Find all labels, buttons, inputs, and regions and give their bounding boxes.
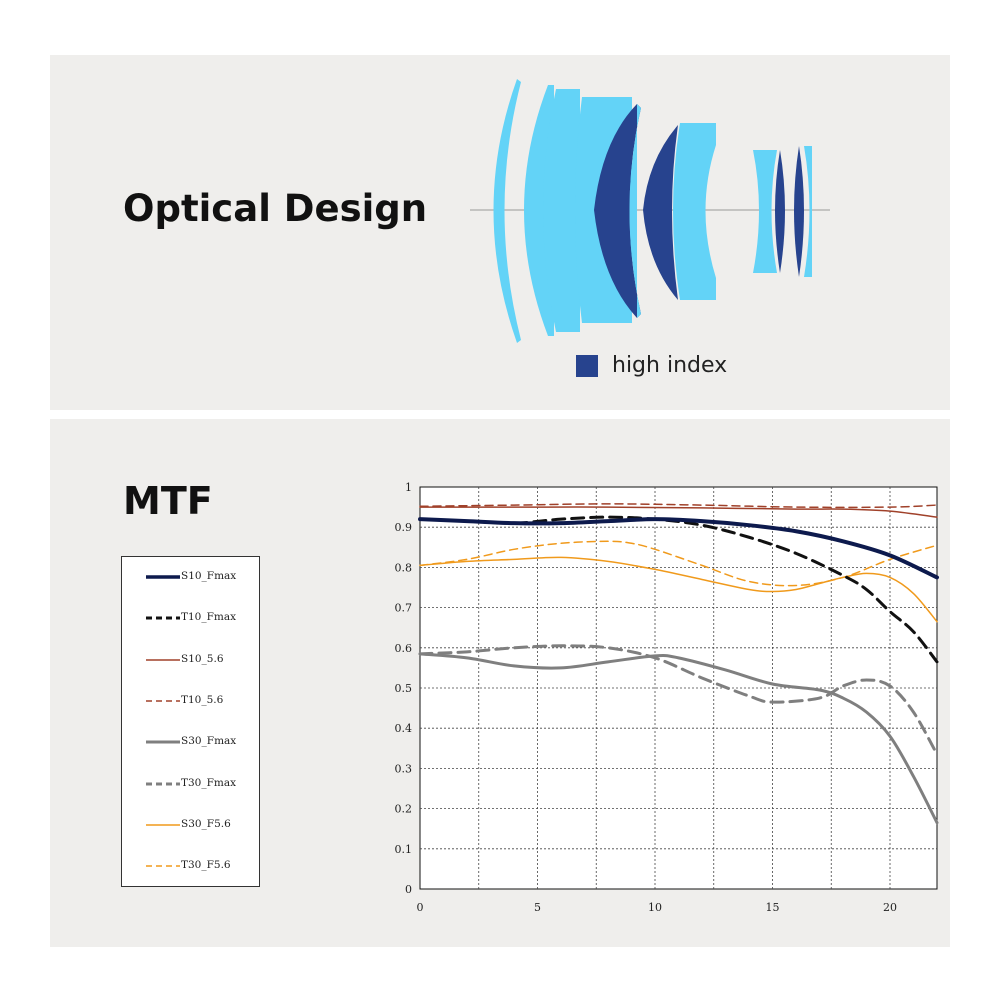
y-tick-label: 0.2 [395,803,413,816]
lens-element-9-high-index [775,150,785,273]
legend-item: S10_5.6 [122,650,261,670]
legend-label: S30_F5.6 [181,817,231,830]
lens-element-7 [673,123,716,300]
y-tick-label: 0.9 [395,521,413,534]
lens-element-3 [543,89,580,332]
plot-area [419,486,938,890]
y-tick-label: 0.1 [395,843,413,856]
legend-item: S10_Fmax [122,567,261,587]
legend-swatch [146,700,180,702]
legend-swatch [146,865,180,867]
legend-swatch [146,658,180,661]
high-index-legend: high index [576,353,727,378]
series-line-t30-f5-6 [419,540,938,587]
legend-swatch [146,782,180,785]
legend-swatch [146,824,180,826]
legend-item: S30_Fmax [122,732,261,752]
y-tick-label: 0.4 [395,722,413,735]
x-tick-label: 5 [534,901,541,914]
y-tick-label: 0 [405,883,412,896]
series-line-t30-fmax [418,644,939,756]
legend-label: S30_Fmax [181,735,237,748]
y-tick-label: 0.5 [395,682,413,695]
legend-label: T10_5.6 [181,693,224,706]
series-line-t10-5-6 [419,503,938,509]
series-line-s10-fmax [418,517,939,580]
mtf-panel: MTF S10_Fmax T10_Fmax S10_5.6 T10_5.6 S30_Fm… [50,419,950,947]
lens-element-8 [753,150,777,273]
mtf-legend: S10_Fmax T10_Fmax S10_5.6 T10_5.6 S30_Fmax T3… [121,556,260,887]
legend-swatch [146,740,180,744]
x-tick-label: 20 [883,901,897,914]
mtf-title: MTF [123,479,213,523]
high-index-swatch [576,354,598,377]
mtf-chart: 00.10.20.30.40.50.60.70.80.910 5 10 15 20 [395,481,939,914]
legend-label: S10_5.6 [181,652,224,665]
y-tick-label: 0.8 [395,561,413,574]
legend-label: T30_Fmax [181,776,237,789]
series-line-s30-fmax [418,652,939,825]
legend-item: T30_Fmax [122,774,261,794]
high-index-label: high index [612,353,728,378]
y-tick-label: 0.3 [395,762,413,775]
legend-item: T30_F5.6 [122,856,261,876]
x-tick-label: 15 [766,901,780,914]
lens-element-11 [804,146,812,277]
x-tick-label: 10 [648,901,662,914]
optical-design-panel: Optical Design high index [50,55,950,410]
legend-item: S30_F5.6 [122,815,261,835]
legend-label: T10_Fmax [181,611,237,624]
y-tick-label: 0.6 [395,642,413,655]
legend-swatch [146,616,180,620]
lens-element-6-high-index [643,125,678,300]
legend-swatch [146,575,180,579]
x-tick-label: 0 [417,901,424,914]
legend-item: T10_5.6 [122,691,261,711]
lens-element-1 [493,79,521,343]
lens-element-10-high-index [794,146,804,277]
legend-label: T30_F5.6 [181,859,231,872]
lens-element-5-high-index [594,104,641,318]
optical-design-title: Optical Design [123,187,428,230]
legend-item: T10_Fmax [122,608,261,628]
lens-diagram [470,79,830,343]
y-tick-label: 1 [405,481,412,494]
series-line-s30-f5-6 [419,556,938,623]
series-line-s10-5-6 [419,506,938,518]
y-tick-label: 0.7 [395,602,413,615]
legend-label: S10_Fmax [181,570,237,582]
